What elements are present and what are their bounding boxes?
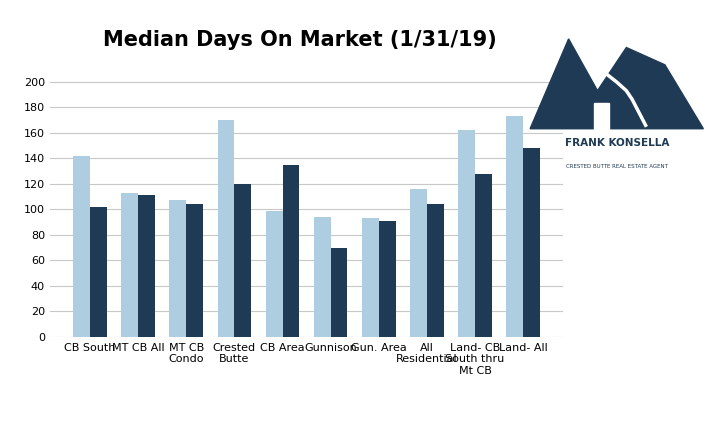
- Polygon shape: [594, 103, 609, 129]
- Bar: [73, 156, 90, 337]
- Polygon shape: [530, 39, 703, 129]
- Bar: [90, 207, 107, 337]
- Bar: [121, 193, 138, 337]
- Bar: [282, 165, 299, 337]
- Bar: [475, 174, 492, 337]
- Bar: [427, 204, 443, 337]
- Bar: [217, 120, 235, 337]
- Bar: [362, 218, 379, 337]
- Bar: [138, 195, 155, 337]
- Bar: [170, 200, 186, 337]
- Bar: [314, 217, 331, 337]
- Bar: [523, 148, 540, 337]
- Bar: [331, 248, 347, 337]
- Bar: [266, 211, 282, 337]
- Text: CRESTED BUTTE REAL ESTATE AGENT: CRESTED BUTTE REAL ESTATE AGENT: [566, 164, 667, 169]
- Bar: [379, 221, 396, 337]
- Bar: [235, 184, 251, 337]
- Bar: [410, 189, 427, 337]
- Bar: [186, 204, 203, 337]
- Text: FRANK KONSELLA: FRANK KONSELLA: [565, 137, 669, 148]
- Text: Median Days On Market (1/31/19): Median Days On Market (1/31/19): [103, 30, 496, 50]
- Bar: [506, 116, 523, 337]
- Bar: [458, 130, 475, 337]
